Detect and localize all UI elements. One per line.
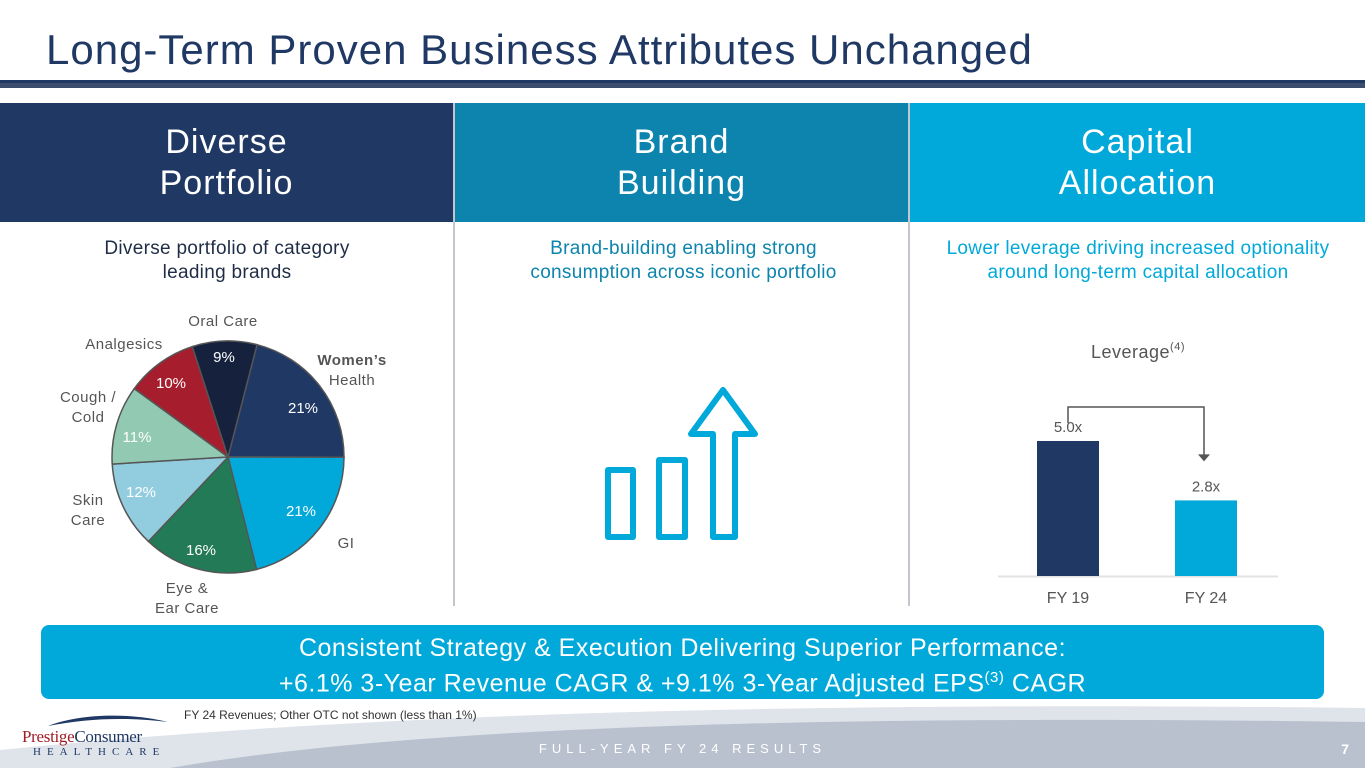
pie-category-label-line2: Cold xyxy=(72,409,105,426)
subtitle-line1: Brand-building enabling strong xyxy=(550,238,817,259)
title-rule xyxy=(0,80,1365,83)
banner-line2-text: +6.1% 3-Year Revenue CAGR & +9.1% 3-Year… xyxy=(278,669,985,698)
pie-category-label-line2: Care xyxy=(71,512,106,529)
column-header-line1: Brand xyxy=(633,122,730,161)
column-header-line2: Portfolio xyxy=(159,163,294,202)
pie-category-label: Skin xyxy=(72,492,103,509)
company-logo: PrestigeConsumer HEALTHCARE xyxy=(20,714,170,764)
bar-category-label: FY 24 xyxy=(1185,590,1228,607)
footer-label: FULL-YEAR FY 24 RESULTS xyxy=(538,741,827,756)
logo-swoosh-icon xyxy=(48,715,168,726)
leverage-bar-chart: Leverage(4) 5.0x FY 19 2.8x FY 24 xyxy=(998,341,1278,607)
leverage-arrowhead-icon xyxy=(1198,454,1210,462)
pie-value-label: 21% xyxy=(288,400,318,417)
growth-arrow-shape xyxy=(688,387,758,540)
bar-fy-24 xyxy=(1175,500,1237,576)
strategy-banner: Consistent Strategy & Execution Deliveri… xyxy=(41,625,1324,699)
column-subtitle-portfolio: Diverse portfolio of category leading bra… xyxy=(40,237,414,285)
page-number: 7 xyxy=(1341,741,1349,757)
pie-value-label: 10% xyxy=(156,375,186,392)
bar-fy-19 xyxy=(1037,441,1099,576)
banner-line2-suffix: CAGR xyxy=(1004,669,1087,698)
pie-value-label: 9% xyxy=(213,349,235,366)
pie-value-label: 16% xyxy=(186,542,216,559)
pie-value-label: 11% xyxy=(123,429,152,446)
growth-bar-tall xyxy=(656,457,688,540)
pie-slice-oral-care xyxy=(191,340,258,460)
page-title: Long-Term Proven Business Attributes Unc… xyxy=(46,26,1033,73)
pie-slice-skin xyxy=(111,456,230,543)
column-divider xyxy=(453,103,455,606)
pie-category-label: Eye & xyxy=(166,580,209,597)
column-header-brand-building: Brand Building xyxy=(455,103,908,222)
column-header-capital-allocation: Capital Allocation xyxy=(910,103,1365,222)
title-rule-shadow xyxy=(0,83,1365,88)
pie-category-label-line2: Health xyxy=(329,372,375,389)
pie-category-label: Oral Care xyxy=(188,313,258,330)
subtitle-line2: leading brands xyxy=(162,262,292,283)
logo-brand: Prestige xyxy=(22,727,75,746)
footer-wave xyxy=(0,706,1365,768)
growth-arrow-icon xyxy=(605,387,758,540)
pie-category-label: Women’s xyxy=(317,352,386,369)
pie-slice-eye xyxy=(147,455,258,574)
subtitle-line2: around long-term capital allocation xyxy=(987,262,1289,283)
banner-footnote-ref: (3) xyxy=(984,669,1005,686)
banner-line1: Consistent Strategy & Execution Deliveri… xyxy=(298,634,1067,662)
column-header-diverse-portfolio: Diverse Portfolio xyxy=(0,103,453,222)
column-subtitle-capital: Lower leverage driving increased optiona… xyxy=(916,237,1360,285)
logo-wordmark: PrestigeConsumer xyxy=(22,727,142,747)
pie-category-label-line2: Ear Care xyxy=(155,600,219,617)
column-header-line1: Diverse xyxy=(165,122,288,161)
pie-value-label: 12% xyxy=(126,484,156,501)
bar-chart-title: Leverage(4) xyxy=(1091,341,1185,362)
column-header-line1: Capital xyxy=(1081,122,1194,161)
subtitle-line1: Lower leverage driving increased optiona… xyxy=(946,238,1330,259)
pie-value-label: 21% xyxy=(286,503,316,520)
bar-chart-title-footnote: (4) xyxy=(1170,341,1185,353)
logo-name: Consumer xyxy=(74,727,142,746)
pie-slice-cough xyxy=(111,387,231,465)
pie-category-label: Analgesics xyxy=(85,336,163,353)
leverage-connector-line xyxy=(1067,406,1205,456)
footnote: FY 24 Revenues; Other OTC not shown (les… xyxy=(184,708,477,722)
column-header-line2: Allocation xyxy=(1058,163,1217,202)
banner-line2: +6.1% 3-Year Revenue CAGR & +9.1% 3-Year… xyxy=(41,663,1324,698)
bar-category-label: FY 19 xyxy=(1047,590,1090,607)
pie-slice-women-s xyxy=(227,343,345,458)
growth-bar-short xyxy=(605,467,636,540)
column-divider xyxy=(908,103,910,606)
pie-category-label: GI xyxy=(338,535,355,552)
subtitle-line1: Diverse portfolio of category xyxy=(104,238,350,259)
pie-slice-analgesics xyxy=(133,345,230,459)
portfolio-pie-chart: 21% Women’s Health 21% GI 16% Eye & Ear Care 12%… xyxy=(60,313,386,617)
column-header-line2: Building xyxy=(617,163,746,202)
bar-value-label: 5.0x xyxy=(1054,419,1083,436)
subtitle-line2: consumption across iconic portfolio xyxy=(530,262,837,283)
pie-category-label: Cough / xyxy=(60,389,116,406)
bar-value-label: 2.8x xyxy=(1192,478,1221,495)
logo-subtitle: HEALTHCARE xyxy=(33,746,166,758)
pie-slice-gi xyxy=(227,456,345,571)
column-subtitle-brand: Brand-building enabling strong consumptio… xyxy=(470,237,897,285)
